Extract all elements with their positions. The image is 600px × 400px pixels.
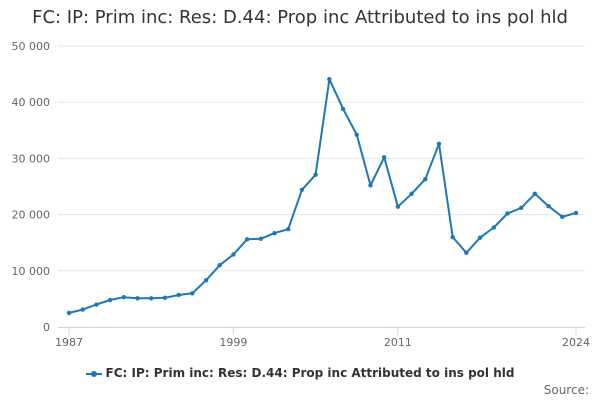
y-tick-label: 0	[43, 321, 50, 334]
data-point	[258, 236, 264, 241]
data-point	[573, 210, 579, 216]
data-point	[80, 307, 85, 312]
data-point	[94, 302, 99, 307]
data-point	[244, 237, 250, 242]
data-point	[532, 191, 538, 197]
y-tick-label: 10 000	[12, 265, 51, 278]
legend-series-symbol	[85, 369, 102, 379]
data-point	[286, 227, 291, 232]
data-point	[313, 172, 318, 177]
data-point	[505, 211, 510, 216]
x-tick-label: 2011	[384, 336, 412, 349]
data-point	[162, 295, 168, 300]
data-point	[231, 252, 236, 257]
data-point	[368, 183, 373, 188]
data-point	[327, 76, 332, 82]
data-point	[121, 295, 127, 300]
chart-legend[interactable]: FC: IP: Prim inc: Res: D.44: Prop inc At…	[0, 366, 600, 380]
data-point	[272, 230, 277, 236]
y-tick-label: 20 000	[12, 209, 51, 222]
data-point	[423, 176, 428, 182]
x-tick-label: 1999	[219, 336, 247, 349]
data-point	[217, 262, 222, 268]
source-credit[interactable]: Source:	[543, 383, 589, 397]
data-point	[518, 205, 524, 211]
legend-marker	[90, 370, 97, 377]
data-point	[436, 141, 442, 146]
data-point	[66, 310, 72, 316]
data-point	[340, 106, 346, 112]
data-point	[477, 235, 483, 240]
legend-series-label: FC: IP: Prim inc: Res: D.44: Prop inc At…	[105, 366, 515, 380]
data-point	[409, 191, 414, 197]
y-tick-label: 40 000	[12, 96, 51, 109]
x-tick-label: 2024	[562, 336, 590, 349]
y-tick-label: 50 000	[12, 40, 51, 53]
data-point	[491, 225, 496, 230]
data-point	[560, 214, 565, 220]
x-tick-label: 1987	[55, 336, 83, 349]
data-point	[107, 297, 113, 303]
data-point	[450, 234, 455, 240]
data-point	[354, 132, 359, 137]
y-tick-label: 30 000	[12, 152, 51, 165]
data-point	[190, 291, 195, 296]
series-line	[68, 78, 577, 314]
data-point	[203, 278, 209, 283]
data-point	[546, 203, 551, 209]
data-point	[381, 155, 387, 160]
chart-title: FC: IP: Prim inc: Res: D.44: Prop inc At…	[32, 7, 568, 28]
data-point	[395, 204, 401, 209]
data-point	[149, 296, 154, 301]
data-point	[464, 250, 469, 256]
data-point	[135, 296, 140, 301]
data-point	[176, 292, 181, 298]
data-point	[299, 187, 305, 193]
